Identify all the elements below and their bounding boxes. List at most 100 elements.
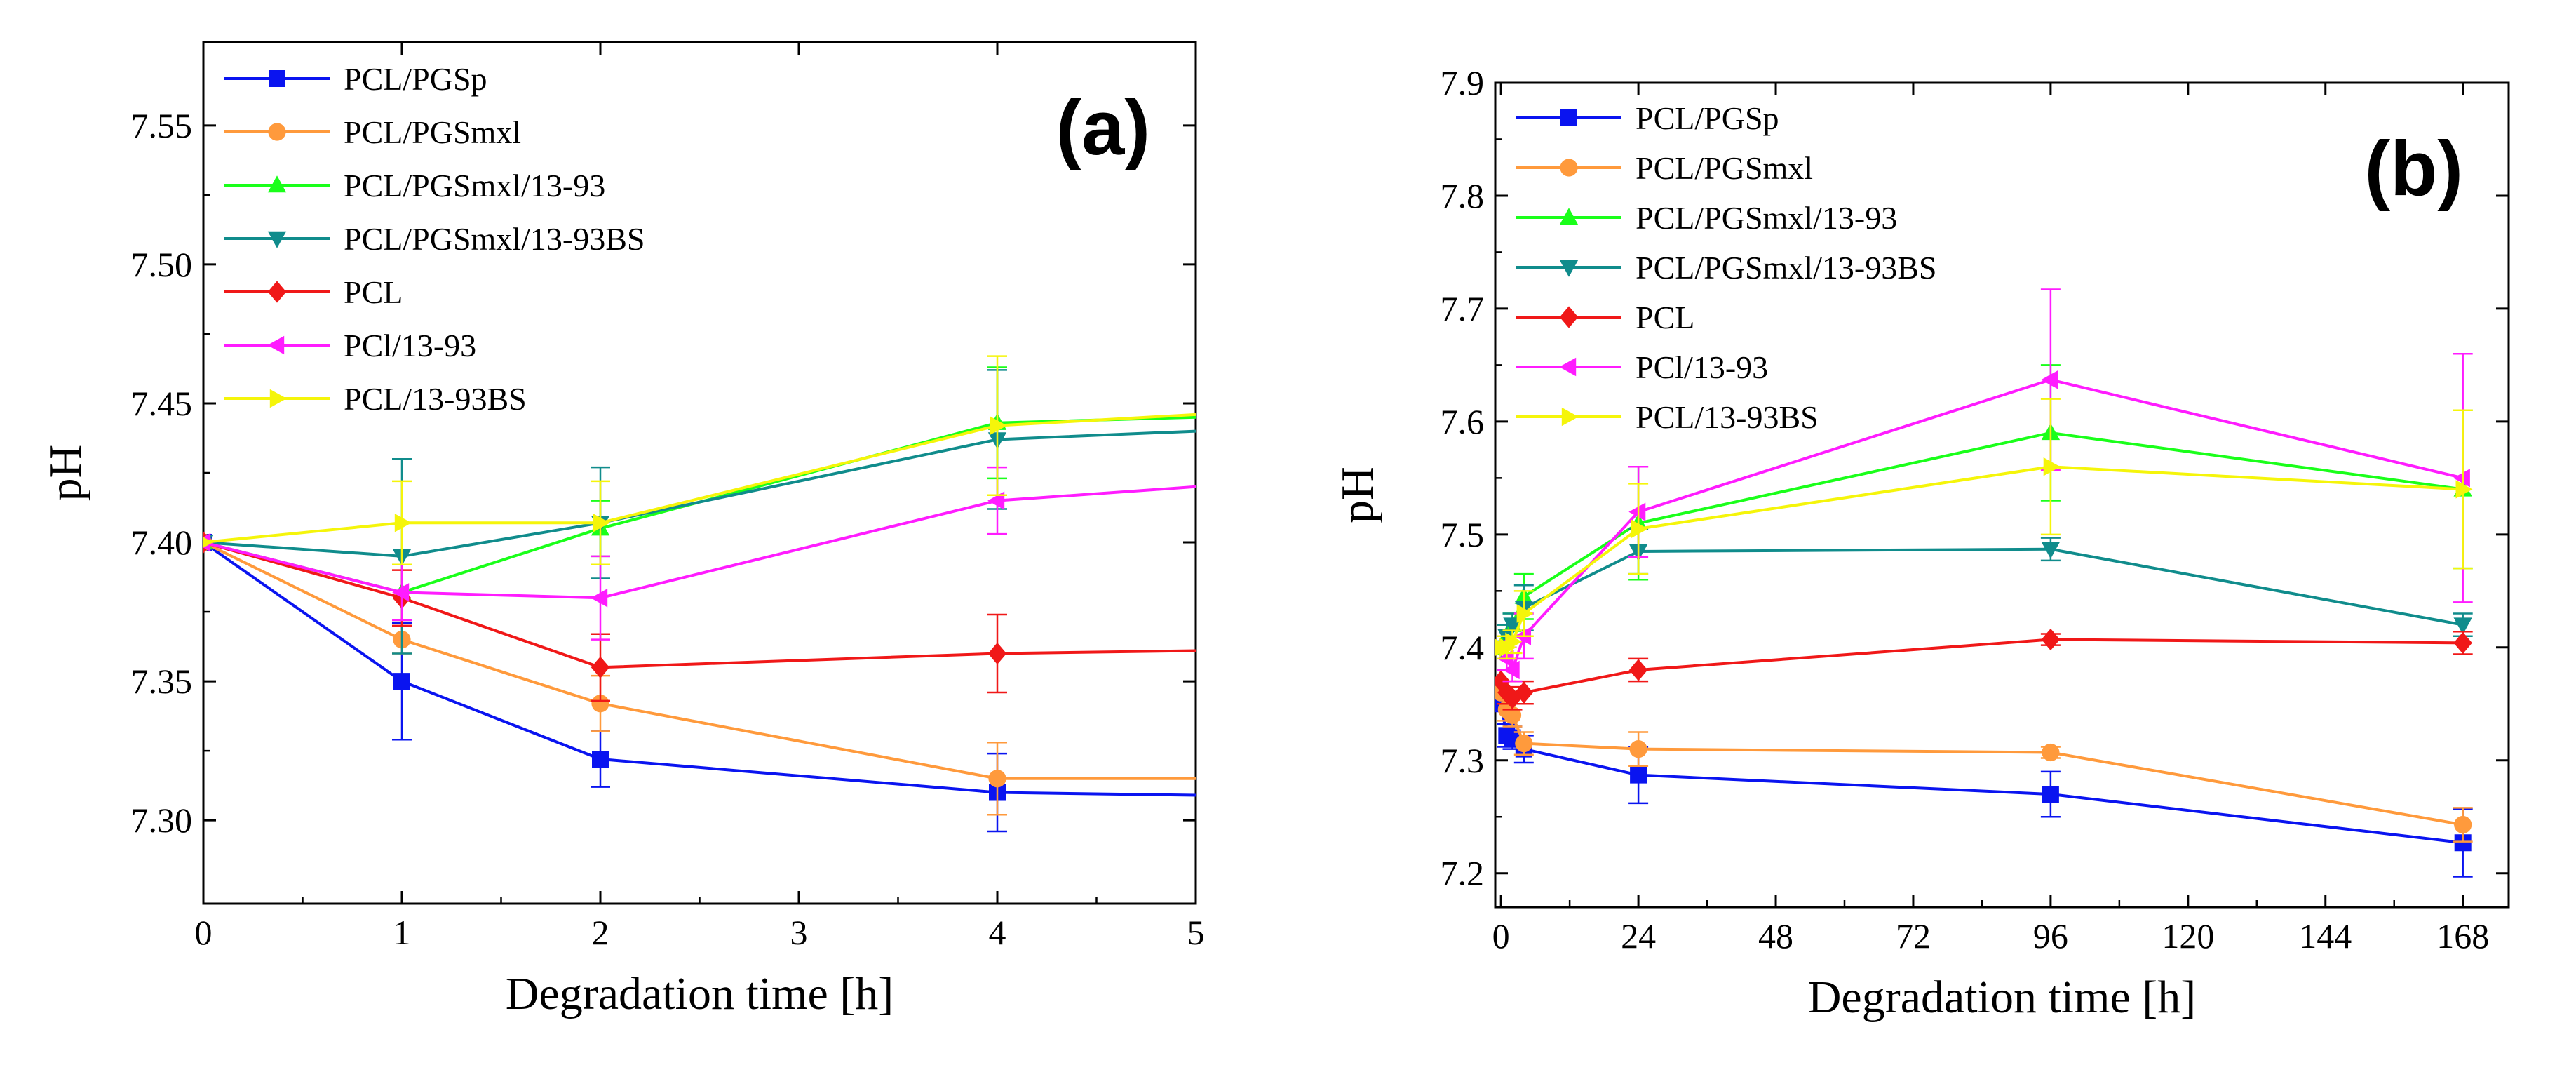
chart-b-xtick-label: 24 xyxy=(1621,916,1656,956)
chart-a-legend-pcl-pgsmxl-13-93bs-label: PCL/PGSmxl/13-93BS xyxy=(344,221,645,257)
chart-b-xtick-label: 72 xyxy=(1896,916,1931,956)
chart-b-plot-frame xyxy=(1494,81,2510,909)
chart-b-series-pcl-13-93bs-point xyxy=(1631,519,1648,538)
chart-b-ytick-label: 7.8 xyxy=(1441,176,1485,215)
chart-a-panel-label: (a) xyxy=(1056,85,1150,171)
chart-a-xtick-label: 1 xyxy=(393,913,411,952)
chart-b-series-pcl-13-93bs-point xyxy=(2455,480,2473,499)
chart-b-legend-pcl-label: PCL xyxy=(1636,300,1694,335)
chart-b-xtick-label: 120 xyxy=(2162,916,2214,956)
chart-b-xlabel: Degradation time [h] xyxy=(1808,972,2196,1023)
chart-a-series-pcl-pgsp-point xyxy=(393,673,410,690)
chart-b-legend-pcl-13-93bs-label: PCL/13-93BS xyxy=(1636,399,1819,435)
chart-a-plot: 0 1 2 3 4 5 7.30 7.35 7.40 7.45 7.50 7.55 Degradatio… xyxy=(40,41,1205,1019)
chart-a-legend-pcl-marker xyxy=(267,281,287,303)
chart-a-xtick-label: 5 xyxy=(1187,913,1205,952)
chart-b-panel-label: (b) xyxy=(2365,126,2463,212)
chart-a-series-pcl-pgsmxl-point xyxy=(591,695,609,713)
chart-b-plot: 0 24 48 72 96 120 144 168 7.2 7.3 7.4 7.5 7.6 7.7 7.8 7… xyxy=(1332,63,2510,1023)
chart-a-series-pcl-pgsp-point xyxy=(592,751,609,768)
chart-b-series-pcl-pgsmxl-13-93bs-point xyxy=(2041,542,2061,559)
chart-b-series-group xyxy=(1495,288,2473,878)
chart-a-legend-pcl-pgsp-marker xyxy=(269,70,285,87)
chart-b-legend-pcl-pgsmxl-13-93-marker xyxy=(1559,208,1579,225)
chart-a-ylabel: pH xyxy=(40,445,91,502)
chart-b-xtick-label: 48 xyxy=(1758,916,1793,956)
chart-b-series-pcl-13-93bs-point xyxy=(2043,457,2061,476)
chart-a-legend-pcl-pgsp-label: PCL/PGSp xyxy=(344,61,487,97)
chart-b-xtick-label: 168 xyxy=(2436,916,2489,956)
chart-b-ytick-label: 7.6 xyxy=(1441,402,1485,441)
chart-b-series-pcl-pgsmxl-point xyxy=(1629,740,1647,758)
chart-a-legend-pcl-label: PCL xyxy=(344,274,403,310)
chart-b-series-pcl-13-93bs-point xyxy=(1505,632,1523,651)
chart-a-series-pcl-13-93bs-point xyxy=(593,514,610,532)
chart-b-legend-pcl-pgsmxl-13-93bs-marker xyxy=(1559,260,1579,277)
chart-a-legend-pcl-pgsmxl-13-93bs-marker xyxy=(267,231,287,248)
chart-b-series-pcl-point xyxy=(2041,628,2061,651)
chart-b-series-pcl-pgsmxl-point xyxy=(2042,743,2060,762)
chart-b-series-pcl-13-93-point xyxy=(2453,469,2470,488)
chart-a-ytick-label: 7.55 xyxy=(131,106,193,145)
chart-b-series-pcl-13-93bs-point xyxy=(1516,604,1534,623)
chart-a-legend-pcl-pgsmxl-label: PCL/PGSmxl xyxy=(344,114,521,150)
chart-b-series-pcl-point xyxy=(1628,659,1648,681)
chart-b-series-pcl-pgsmxl-point xyxy=(2454,815,2472,834)
chart-b-series-pcl-13-93-point xyxy=(1628,502,1646,521)
chart-a-ytick-label: 7.45 xyxy=(131,384,193,423)
chart-a-series-pcl-13-93bs-point xyxy=(394,514,412,532)
chart-a-series-pcl-point xyxy=(987,642,1007,665)
chart-a-series-pcl-13-93bs-point xyxy=(990,416,1007,435)
chart-b-series-pcl-pgsmxl-point xyxy=(1515,735,1533,753)
chart-a-plot-frame xyxy=(202,41,1197,905)
chart-b-series-pcl-pgsp-point xyxy=(2042,786,2059,803)
chart-a-series-group xyxy=(203,355,1196,833)
chart-b-legend-pcl-pgsp-label: PCL/PGSp xyxy=(1636,100,1779,136)
chart-b-series-pcl-13-93-point xyxy=(2041,370,2058,389)
chart-b: 0 24 48 72 96 120 144 168 7.2 7.3 7.4 7.5 7.6 7.7 7.8 7… xyxy=(1332,63,2510,1023)
chart-a-legend-pcl-13-93-marker xyxy=(267,335,285,355)
chart-a-xtick-label: 4 xyxy=(989,913,1006,952)
chart-b-xtick-label: 144 xyxy=(2299,916,2352,956)
chart-a: 0 1 2 3 4 5 7.30 7.35 7.40 7.45 7.50 7.55 Degradatio… xyxy=(40,41,1205,1019)
chart-b-legend-pcl-pgsp-marker xyxy=(1560,109,1577,126)
chart-a-legend-pcl-pgsmxl-marker xyxy=(268,123,286,141)
chart-a-xtick-label: 0 xyxy=(195,913,213,952)
chart-a-ytick-label: 7.35 xyxy=(131,662,193,701)
chart-a-legend-pcl-13-93-label: PCl/13-93 xyxy=(344,328,476,363)
chart-b-legend-pcl-pgsmxl-13-93bs-label: PCL/PGSmxl/13-93BS xyxy=(1636,250,1936,286)
chart-b-legend-pcl-pgsmxl-label: PCL/PGSmxl xyxy=(1636,150,1813,186)
chart-a-ytick-label: 7.30 xyxy=(131,800,193,840)
chart-a-series-pcl-13-93-point xyxy=(591,589,608,608)
chart-b-series-pcl-pgsmxl-point xyxy=(1503,706,1522,724)
chart-a-legend-pcl-pgsmxl-13-93-marker xyxy=(267,175,287,193)
chart-a-ytick-label: 7.40 xyxy=(131,523,193,562)
chart-b-series-pcl-point xyxy=(2453,631,2472,654)
chart-b-xtick-label: 0 xyxy=(1492,916,1510,956)
chart-b-xtick-label: 96 xyxy=(2033,916,2068,956)
chart-b-ylabel: pH xyxy=(1332,467,1383,523)
chart-b-legend-pcl-pgsmxl-13-93-label: PCL/PGSmxl/13-93 xyxy=(1636,200,1897,236)
chart-a-legend-pcl-13-93bs-label: PCL/13-93BS xyxy=(344,381,527,417)
chart-b-ytick-label: 7.7 xyxy=(1441,289,1485,328)
chart-b-legend-pcl-pgsmxl-marker xyxy=(1560,159,1578,177)
chart-a-legend-pcl-pgsmxl-13-93-label: PCL/PGSmxl/13-93 xyxy=(344,168,605,203)
chart-b-legend-pcl-13-93-label: PCl/13-93 xyxy=(1636,349,1768,385)
chart-a-legend-pcl-13-93bs-marker xyxy=(269,389,287,408)
chart-b-series-pcl-point xyxy=(1514,681,1534,704)
chart-b-ytick-label: 7.9 xyxy=(1441,63,1485,102)
chart-a-series-pcl-point xyxy=(591,656,610,678)
chart-b-series-pcl-pgsp-point xyxy=(2454,834,2472,852)
chart-b-series-pcl-pgsmxl-13-93bs-point xyxy=(2453,617,2472,635)
chart-a-series-pcl-13-93bs-point xyxy=(203,537,213,548)
chart-a-ytick-label: 7.50 xyxy=(131,245,193,284)
chart-b-legend-pcl-13-93-marker xyxy=(1559,357,1577,377)
chart-b-series-pcl-pgsp-point xyxy=(1630,766,1647,784)
chart-a-series-pcl-pgsmxl-point xyxy=(988,770,1006,788)
chart-a-series-pcl-13-93-point xyxy=(987,491,1005,510)
chart-a-series-pcl-13-93-point xyxy=(392,583,410,602)
chart-a-xtick-label: 3 xyxy=(790,913,808,952)
chart-b-series-pcl-13-93-point xyxy=(1502,660,1520,680)
chart-b-legend-pcl-13-93bs-marker xyxy=(1561,407,1579,427)
chart-a-xlabel: Degradation time [h] xyxy=(506,968,893,1019)
